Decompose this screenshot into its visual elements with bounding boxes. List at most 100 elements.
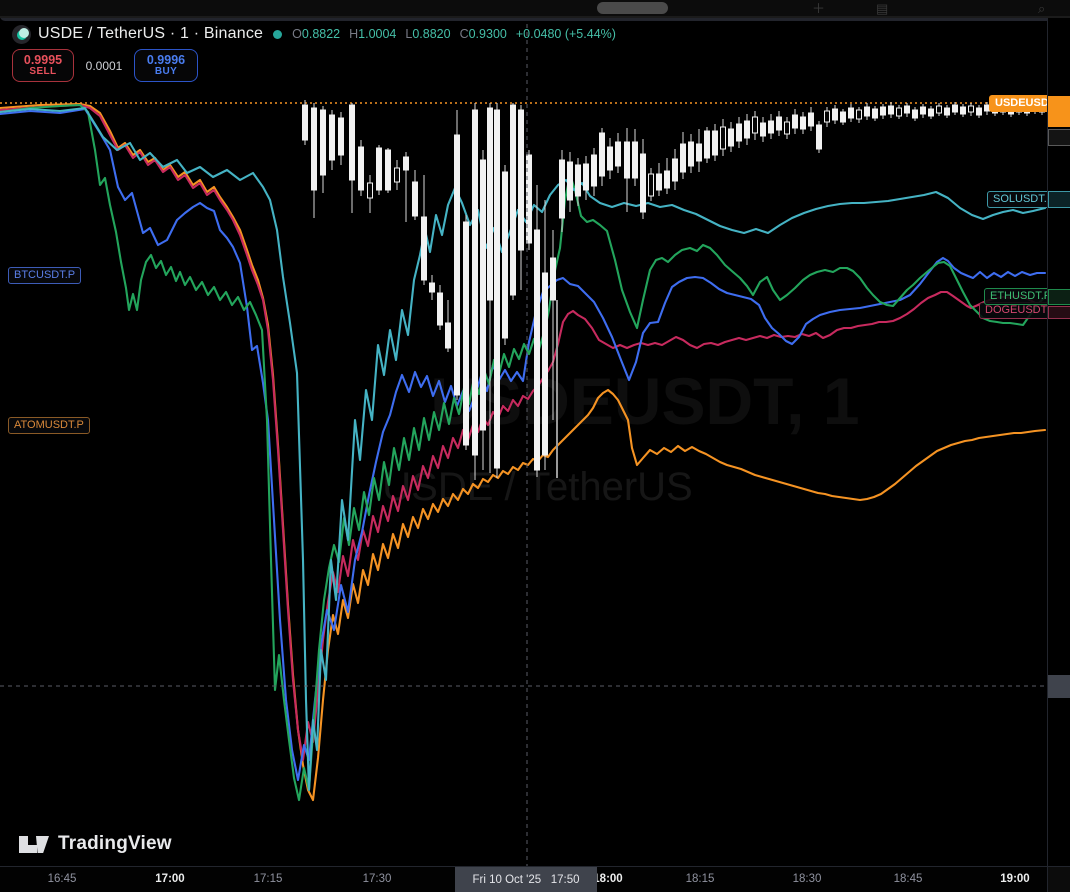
- open-label: O: [292, 27, 302, 41]
- candle-body: [768, 120, 774, 134]
- candle-body: [640, 153, 646, 213]
- candle-body: [904, 105, 910, 114]
- candle-body: [583, 163, 589, 191]
- time-axis[interactable]: Fri 10 Oct '25 17:50 16:45 17:00 17:15 17:3…: [0, 866, 1070, 892]
- time-tick-1800: 18:00: [593, 873, 623, 885]
- close-value: 0.9300: [468, 27, 507, 41]
- market-status-dot-icon[interactable]: [273, 29, 283, 39]
- ohlc-values: O0.8822 H1.0004 L0.8820 C0.9300 +0.0480 …: [292, 27, 616, 41]
- candle-body: [896, 107, 902, 117]
- candle-body: [856, 109, 862, 120]
- time-tick-1715: 17:15: [253, 873, 283, 885]
- candle-body: [720, 126, 726, 150]
- price-scale[interactable]: [1047, 18, 1070, 866]
- axis-corner: [1047, 867, 1070, 892]
- crosshair-time-label: Fri 10 Oct '25 17:50: [455, 867, 597, 892]
- candle-body: [696, 143, 702, 162]
- candle-body: [624, 141, 630, 179]
- sell-label: SELL: [29, 65, 57, 77]
- candle-body: [445, 322, 451, 349]
- drag-handle[interactable]: [597, 2, 668, 14]
- high-label: H: [349, 27, 359, 41]
- low-label: L: [405, 27, 413, 41]
- time-tick-1830: 18:30: [792, 873, 822, 885]
- candle-body: [952, 104, 958, 113]
- candle-body: [526, 154, 532, 244]
- candle-body: [680, 143, 686, 173]
- series-label-btcusdt[interactable]: BTCUSDT.P: [8, 267, 82, 284]
- candle-body: [928, 108, 934, 117]
- tradingview-logo[interactable]: TradingView: [19, 832, 172, 856]
- buy-button[interactable]: 0.9996 BUY: [134, 49, 198, 82]
- candle-body: [752, 116, 758, 134]
- candle-body: [567, 161, 573, 201]
- add-drawing-icon[interactable]: ＋: [812, 1, 826, 16]
- candle-body: [744, 120, 750, 139]
- time-tick-1645: 16:45: [47, 873, 77, 885]
- candle-body: [664, 170, 670, 189]
- candle-body: [591, 154, 597, 187]
- candle-body: [575, 164, 581, 197]
- time-tick-1730: 17:30: [362, 873, 392, 885]
- candle-body: [385, 149, 391, 191]
- candle-body: [688, 141, 694, 167]
- candle-body: [840, 111, 846, 123]
- buy-label: BUY: [154, 65, 178, 77]
- candle-body: [550, 257, 556, 301]
- candle-body: [429, 282, 435, 293]
- candle-body: [888, 105, 894, 115]
- close-label: C: [459, 27, 469, 41]
- candle-body: [648, 173, 654, 197]
- candle-body: [437, 292, 443, 326]
- symbol-header: USDE / TetherUS · 1 · Binance O0.8822 H1…: [12, 23, 616, 45]
- zoom-in-icon[interactable]: ⌕: [1038, 1, 1046, 16]
- time-tick-1900: 19:00: [1000, 873, 1030, 885]
- candle-body: [936, 105, 942, 114]
- candle-body: [403, 156, 409, 171]
- candle-body: [848, 107, 854, 119]
- candle-body: [311, 107, 317, 191]
- candle-body: [559, 159, 565, 219]
- price-label-box: [1048, 675, 1070, 698]
- candle-body: [944, 107, 950, 116]
- candle-body: [358, 146, 364, 191]
- candle-body: [320, 109, 326, 176]
- price-label-box: [1048, 96, 1070, 127]
- candle-body: [510, 104, 516, 296]
- candle-body: [976, 107, 982, 116]
- low-value: 0.8820: [412, 27, 451, 41]
- candle-body: [712, 130, 718, 156]
- candle-body: [864, 106, 870, 117]
- candle-body: [518, 109, 524, 251]
- candle-body: [824, 110, 830, 123]
- tradingview-wordmark: TradingView: [58, 833, 172, 854]
- price-label-box: [1048, 129, 1070, 146]
- symbol-logo-icon[interactable]: [12, 24, 31, 44]
- sell-button[interactable]: 0.9995 SELL: [12, 49, 74, 82]
- spread-value: 0.0001: [85, 58, 123, 73]
- candle-body: [412, 181, 418, 217]
- candle-body: [349, 104, 355, 181]
- high-value: 1.0004: [358, 27, 397, 41]
- price-label-box: [1048, 191, 1070, 208]
- candle-body: [880, 106, 886, 116]
- trade-buttons: 0.9995 SELL 0.0001 0.9996 BUY: [12, 49, 198, 82]
- candle-body: [656, 173, 662, 191]
- sell-price: 0.9995: [23, 52, 63, 67]
- candle-body: [760, 122, 766, 137]
- symbol-title[interactable]: USDE / TetherUS · 1 · Binance: [38, 25, 264, 42]
- series-label-atomusdt[interactable]: ATOMUSDT.P: [8, 417, 90, 434]
- top-toolbar: ＋ ▤ ⌕: [0, 0, 1070, 18]
- candle-body: [632, 141, 638, 179]
- candle-body: [728, 128, 734, 147]
- ruler-icon[interactable]: ▤: [876, 1, 889, 16]
- candle-body: [808, 112, 814, 127]
- tradingview-mark-icon: [19, 832, 49, 856]
- open-value: 0.8822: [301, 27, 341, 41]
- line-series-atomusdt.p: [0, 102, 1047, 802]
- candle-body: [776, 116, 782, 131]
- candle-body: [607, 146, 613, 171]
- time-tick-1845: 18:45: [893, 873, 923, 885]
